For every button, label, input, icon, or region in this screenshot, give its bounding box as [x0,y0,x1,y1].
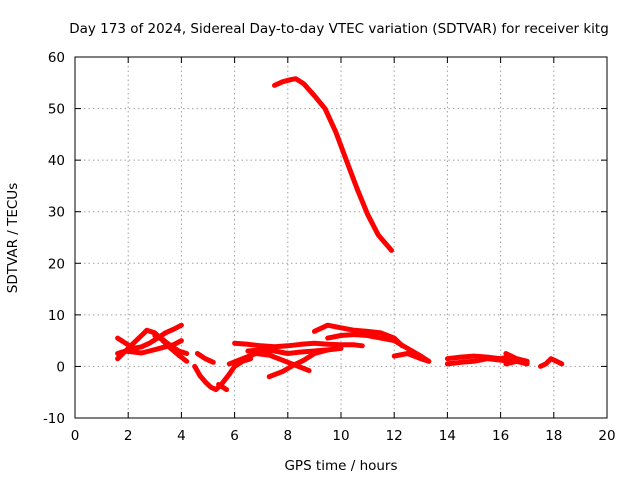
y-axis-ticks: -10 0 10 20 30 40 50 60 [43,50,607,427]
x-tick-label: 4 [177,428,186,444]
series-arc-11 [266,347,331,380]
x-axis-ticks: 0 2 4 6 8 10 12 14 16 18 20 [71,57,616,444]
series-arc-19 [538,356,565,369]
y-tick-label: 0 [56,359,65,375]
y-tick-label: 30 [48,205,65,221]
series-arc-7 [216,382,230,393]
y-axis-label: SDTVAR / TECUs [5,183,21,293]
series-arc-12 [311,322,405,349]
y-tick-label: 10 [48,308,65,324]
series-arc-6 [194,351,216,365]
y-tick-label: 50 [48,102,65,118]
x-tick-label: 0 [71,428,80,444]
x-tick-label: 6 [230,428,239,444]
y-tick-label: -10 [43,411,65,427]
series-arc-3 [115,327,190,364]
series-arc-8 [232,340,365,350]
x-tick-label: 20 [598,428,615,444]
x-tick-label: 2 [124,428,133,444]
series-arc-4 [152,333,190,356]
series-layer [115,76,565,393]
y-tick-label: 60 [48,50,65,66]
series-arc-17 [503,351,530,364]
x-tick-label: 14 [439,428,456,444]
x-tick-label: 12 [386,428,403,444]
x-tick-label: 16 [492,428,509,444]
chart-title: Day 173 of 2024, Sidereal Day-to-day VTE… [69,21,609,37]
x-axis-label: GPS time / hours [284,458,397,474]
y-tick-label: 40 [48,153,65,169]
x-tick-label: 18 [545,428,562,444]
x-tick-label: 10 [332,428,349,444]
series-arc-16 [444,356,514,367]
grid [75,57,607,418]
series-arc-high [272,76,394,253]
y-tick-label: 20 [48,256,65,272]
series-arc-18 [503,358,530,367]
series-arc-13 [325,332,432,364]
series-arc-14 [391,351,432,364]
x-tick-label: 8 [284,428,293,444]
